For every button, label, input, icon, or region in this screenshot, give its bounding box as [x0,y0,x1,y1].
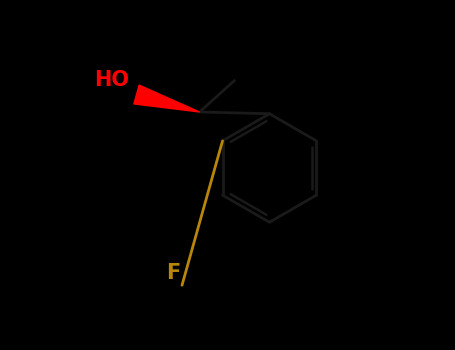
Text: F: F [166,263,180,283]
Polygon shape [134,85,199,112]
Text: HO: HO [95,70,130,91]
